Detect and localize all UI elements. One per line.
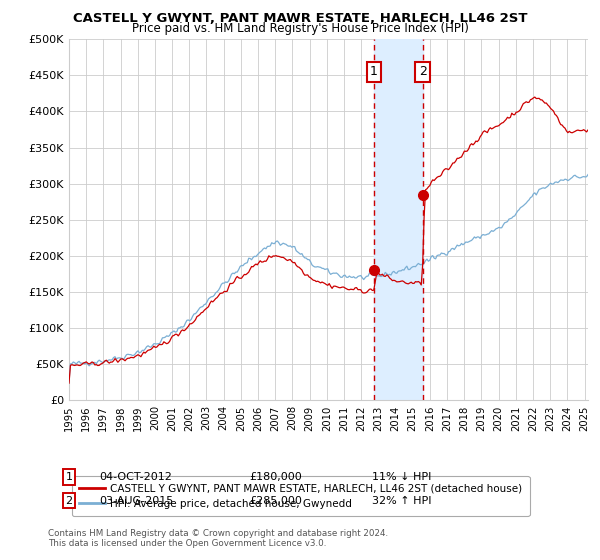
Text: 04-OCT-2012: 04-OCT-2012 (99, 472, 172, 482)
Legend: CASTELL Y GWYNT, PANT MAWR ESTATE, HARLECH, LL46 2ST (detached house), HPI: Aver: CASTELL Y GWYNT, PANT MAWR ESTATE, HARLE… (71, 476, 530, 516)
Text: 11% ↓ HPI: 11% ↓ HPI (372, 472, 431, 482)
Text: Contains HM Land Registry data © Crown copyright and database right 2024.
This d: Contains HM Land Registry data © Crown c… (48, 529, 388, 548)
Text: £180,000: £180,000 (249, 472, 302, 482)
Text: £285,000: £285,000 (249, 496, 302, 506)
Text: 1: 1 (370, 65, 378, 78)
Text: CASTELL Y GWYNT, PANT MAWR ESTATE, HARLECH, LL46 2ST: CASTELL Y GWYNT, PANT MAWR ESTATE, HARLE… (73, 12, 527, 25)
Text: 03-AUG-2015: 03-AUG-2015 (99, 496, 173, 506)
Text: 2: 2 (65, 496, 73, 506)
Text: 1: 1 (65, 472, 73, 482)
Text: Price paid vs. HM Land Registry's House Price Index (HPI): Price paid vs. HM Land Registry's House … (131, 22, 469, 35)
Bar (374, 39, 422, 400)
Text: 2: 2 (419, 65, 427, 78)
Text: 32% ↑ HPI: 32% ↑ HPI (372, 496, 431, 506)
